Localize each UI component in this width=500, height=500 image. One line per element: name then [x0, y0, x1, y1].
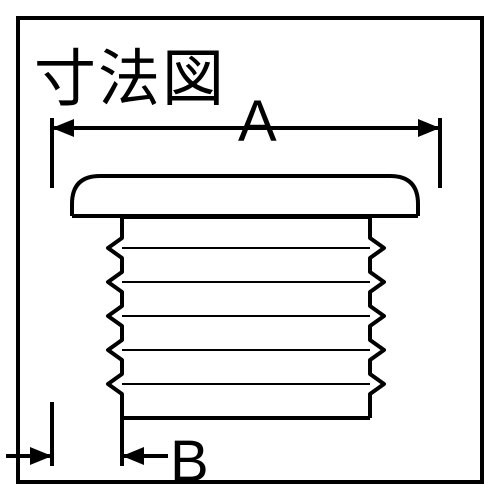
dimension-b-label: B: [170, 428, 209, 495]
diagram-frame: 寸法図 A B: [0, 0, 500, 500]
dimension-a-label: A: [238, 88, 277, 155]
diagram-title: 寸法図: [34, 28, 226, 118]
